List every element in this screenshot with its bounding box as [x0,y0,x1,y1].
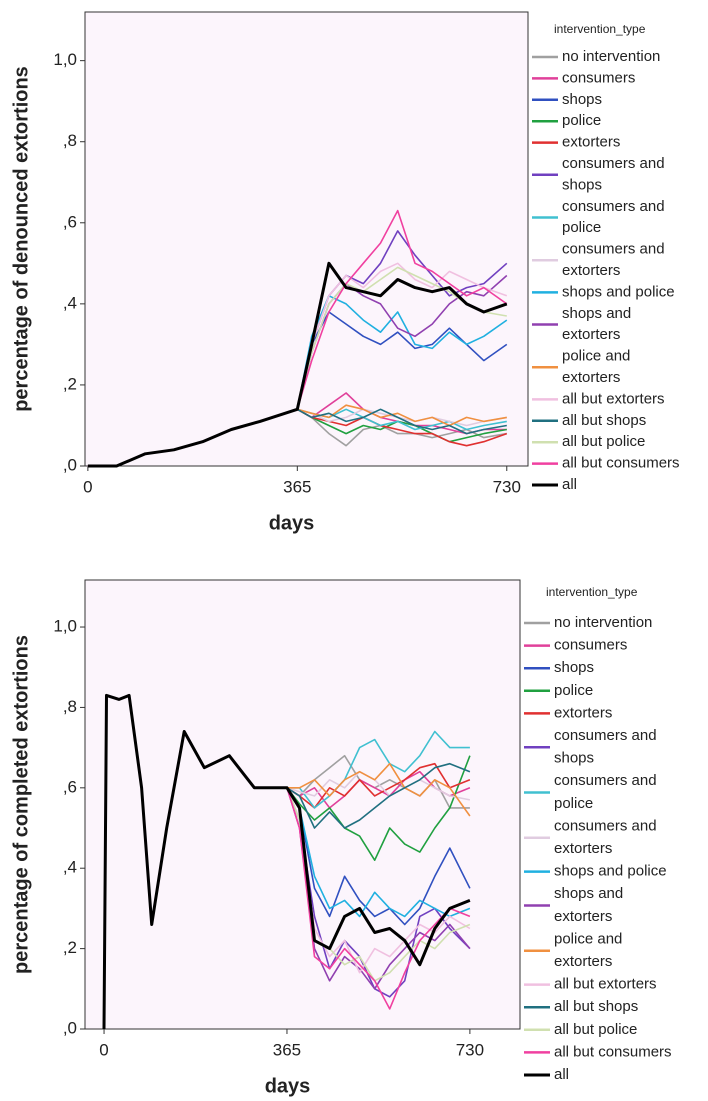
series-line [102,693,471,1030]
legend-label: all but extorters [554,976,657,993]
legend-label: consumers and shops [554,727,657,767]
y-tick-label: ,4 [63,293,77,312]
y-tick-label: ,6 [63,212,77,231]
y-tick-label: ,0 [63,455,77,474]
y-axis-title: percentage of denounced extortions [10,66,32,412]
y-tick-label: ,0 [63,1018,77,1037]
legend-label: all but consumers [562,455,680,472]
legend-label: police and extorters [554,930,622,970]
y-tick-label: ,4 [63,858,77,877]
legend-label: all but police [554,1021,637,1038]
legend-label: consumers and police [554,772,657,812]
legend-label: consumers and extorters [562,241,665,279]
legend-label: all but consumers [554,1043,672,1060]
legend-label: extorters [554,704,612,721]
x-tick-label: 0 [99,1040,108,1059]
y-tick-label: 1,0 [53,50,77,69]
legend-label: shops and extorters [554,885,623,925]
legend-label: shops [562,91,602,108]
y-tick-label: ,2 [63,938,77,957]
x-tick-label: 730 [493,477,521,496]
y-tick-label: ,8 [63,131,77,150]
series-line [87,261,508,468]
legend-label: all but extorters [562,390,665,407]
plot-area [84,579,521,1030]
y-axis-title: percentage of completed extortions [10,635,32,974]
x-tick-label: 365 [273,1040,301,1059]
x-tick-label: 0 [83,477,92,496]
x-tick-label: 730 [456,1040,484,1059]
legend-label: all but shops [554,998,638,1015]
legend-label: consumers [562,69,635,86]
legend-label: all but police [562,433,645,450]
legend-label: consumers [554,637,627,654]
x-tick-label: 365 [283,477,311,496]
legend-label: consumers and extorters [554,817,657,857]
y-tick-label: 1,0 [53,617,77,636]
legend-label: police [554,682,593,699]
legend-label: consumers and shops [562,155,665,193]
legend-label: police and extorters [562,348,630,386]
legend-label: police [562,112,601,129]
legend-label: shops and extorters [562,305,631,343]
y-tick-label: ,6 [63,777,77,796]
x-axis-title: days [265,1075,311,1097]
legend-label: all [554,1066,569,1083]
legend-label: no intervention [554,614,652,631]
legend-title: intervention_type [554,22,646,36]
legend-label: shops and police [554,863,667,880]
legend-title: intervention_type [546,585,638,599]
legend-label: no intervention [562,48,660,65]
y-tick-label: ,2 [63,374,77,393]
legend-label: extorters [562,134,620,151]
legend-label: all but shops [562,412,646,429]
legend-label: consumers and police [562,198,665,236]
legend-label: shops [554,659,594,676]
plot-area [84,11,529,467]
x-axis-title: days [269,512,315,534]
legend-label: all [562,476,577,493]
y-tick-label: ,8 [63,697,77,716]
legend-label: shops and police [562,283,675,300]
